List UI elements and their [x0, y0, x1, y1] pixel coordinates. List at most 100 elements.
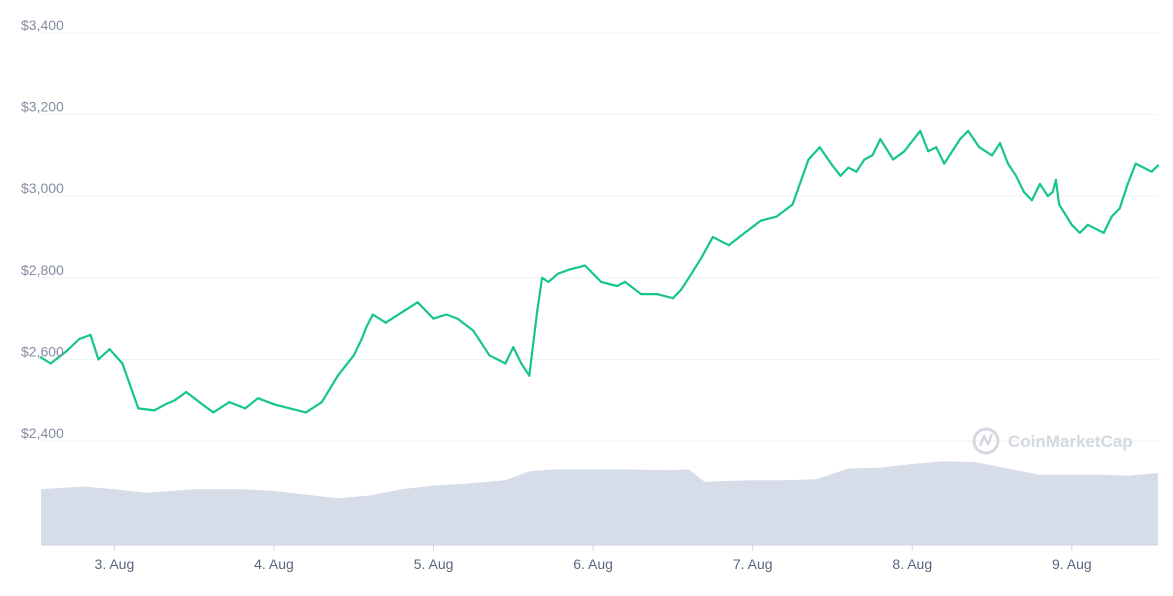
price-point	[304, 411, 307, 414]
x-tick-label: 4. Aug	[254, 556, 294, 572]
price-point	[121, 362, 124, 365]
price-point	[1054, 178, 1057, 181]
price-point	[352, 354, 355, 357]
price-point	[49, 362, 52, 365]
price-point	[927, 150, 930, 153]
price-point	[272, 403, 276, 406]
price-point	[998, 142, 1002, 145]
price-point	[78, 337, 81, 341]
price-point	[536, 309, 539, 312]
price-point	[1046, 195, 1049, 198]
price-point	[743, 231, 746, 234]
price-point	[97, 358, 100, 361]
price-point	[1078, 231, 1081, 234]
price-point	[1014, 174, 1018, 177]
price-point	[967, 129, 970, 132]
price-point	[244, 407, 247, 410]
x-tick-label: 9. Aug	[1052, 556, 1092, 572]
price-point	[39, 356, 43, 359]
x-tick-label: 6. Aug	[573, 556, 613, 572]
price-point	[1126, 182, 1129, 186]
price-point	[935, 146, 938, 149]
price-point	[1051, 191, 1054, 194]
price-point	[185, 390, 188, 394]
price-point	[959, 138, 962, 141]
price-point	[919, 129, 922, 132]
price-point	[1006, 162, 1010, 165]
price-point	[360, 337, 363, 341]
coinmarketcap-logo-icon	[972, 427, 1000, 455]
price-point	[137, 407, 140, 410]
price-point	[201, 403, 204, 406]
price-point	[488, 354, 491, 357]
price-point	[336, 374, 339, 377]
price-point	[1156, 164, 1160, 167]
y-tick-label: $3,000	[21, 180, 64, 196]
price-point	[584, 264, 587, 267]
price-point	[1142, 166, 1145, 169]
price-point	[831, 164, 834, 167]
price-point	[807, 158, 810, 161]
price-point	[568, 268, 571, 271]
x-tick-label: 5. Aug	[414, 556, 454, 572]
price-point	[547, 280, 550, 283]
price-point	[403, 309, 406, 312]
price-point	[456, 317, 459, 320]
price-point	[1110, 215, 1113, 218]
price-point	[432, 317, 435, 320]
price-point	[1150, 170, 1153, 173]
y-tick-label: $3,400	[21, 17, 64, 33]
price-point	[711, 235, 714, 239]
price-point	[228, 401, 231, 404]
y-tick-label: $2,600	[21, 343, 64, 359]
price-point	[1038, 182, 1041, 186]
price-point	[978, 146, 981, 149]
price-point	[528, 374, 531, 377]
price-line-series	[39, 129, 1160, 414]
price-point	[212, 411, 215, 414]
price-point	[256, 397, 260, 400]
price-point	[472, 329, 475, 332]
x-tick-label: 7. Aug	[733, 556, 773, 572]
price-point	[903, 150, 906, 153]
price-point	[727, 244, 730, 247]
price-point	[1070, 223, 1073, 226]
price-point	[520, 362, 523, 365]
price-point	[879, 138, 882, 141]
watermark-text: CoinMarketCap	[1008, 432, 1133, 451]
price-point	[847, 166, 850, 169]
price-point	[384, 321, 387, 324]
price-point	[153, 409, 156, 412]
price-point	[818, 146, 821, 149]
x-tick-label: 3. Aug	[95, 556, 135, 572]
price-point	[863, 158, 866, 161]
price-point	[1030, 199, 1033, 202]
price-point	[108, 348, 111, 351]
price-point	[639, 293, 643, 296]
grid-lines	[41, 32, 1158, 442]
y-axis-ticks: $3,400 $3,200 $3,000 $2,800 $2,600 $2,400	[21, 17, 64, 441]
price-point	[775, 215, 778, 218]
price-point	[990, 154, 994, 157]
price-point	[1086, 223, 1089, 226]
price-point	[65, 350, 68, 353]
price-point	[759, 219, 762, 222]
price-point	[1058, 203, 1061, 206]
price-point	[679, 288, 683, 292]
x-axis-ticks: 3. Aug 4. Aug 5. Aug 6. Aug 7. Aug 8. Aug 9. A…	[95, 545, 1092, 572]
price-point	[1118, 207, 1121, 210]
price-point	[600, 280, 603, 283]
price-point	[1134, 162, 1137, 165]
volume-area	[41, 461, 1158, 546]
price-point	[512, 346, 515, 349]
price-point	[288, 407, 291, 410]
y-tick-label: $2,800	[21, 262, 64, 278]
price-point	[1102, 231, 1105, 234]
price-point	[616, 284, 619, 288]
coinmarketcap-watermark: CoinMarketCap	[972, 427, 1133, 455]
price-point	[892, 158, 895, 161]
price-point	[871, 154, 874, 157]
x-tick-label: 8. Aug	[892, 556, 932, 572]
